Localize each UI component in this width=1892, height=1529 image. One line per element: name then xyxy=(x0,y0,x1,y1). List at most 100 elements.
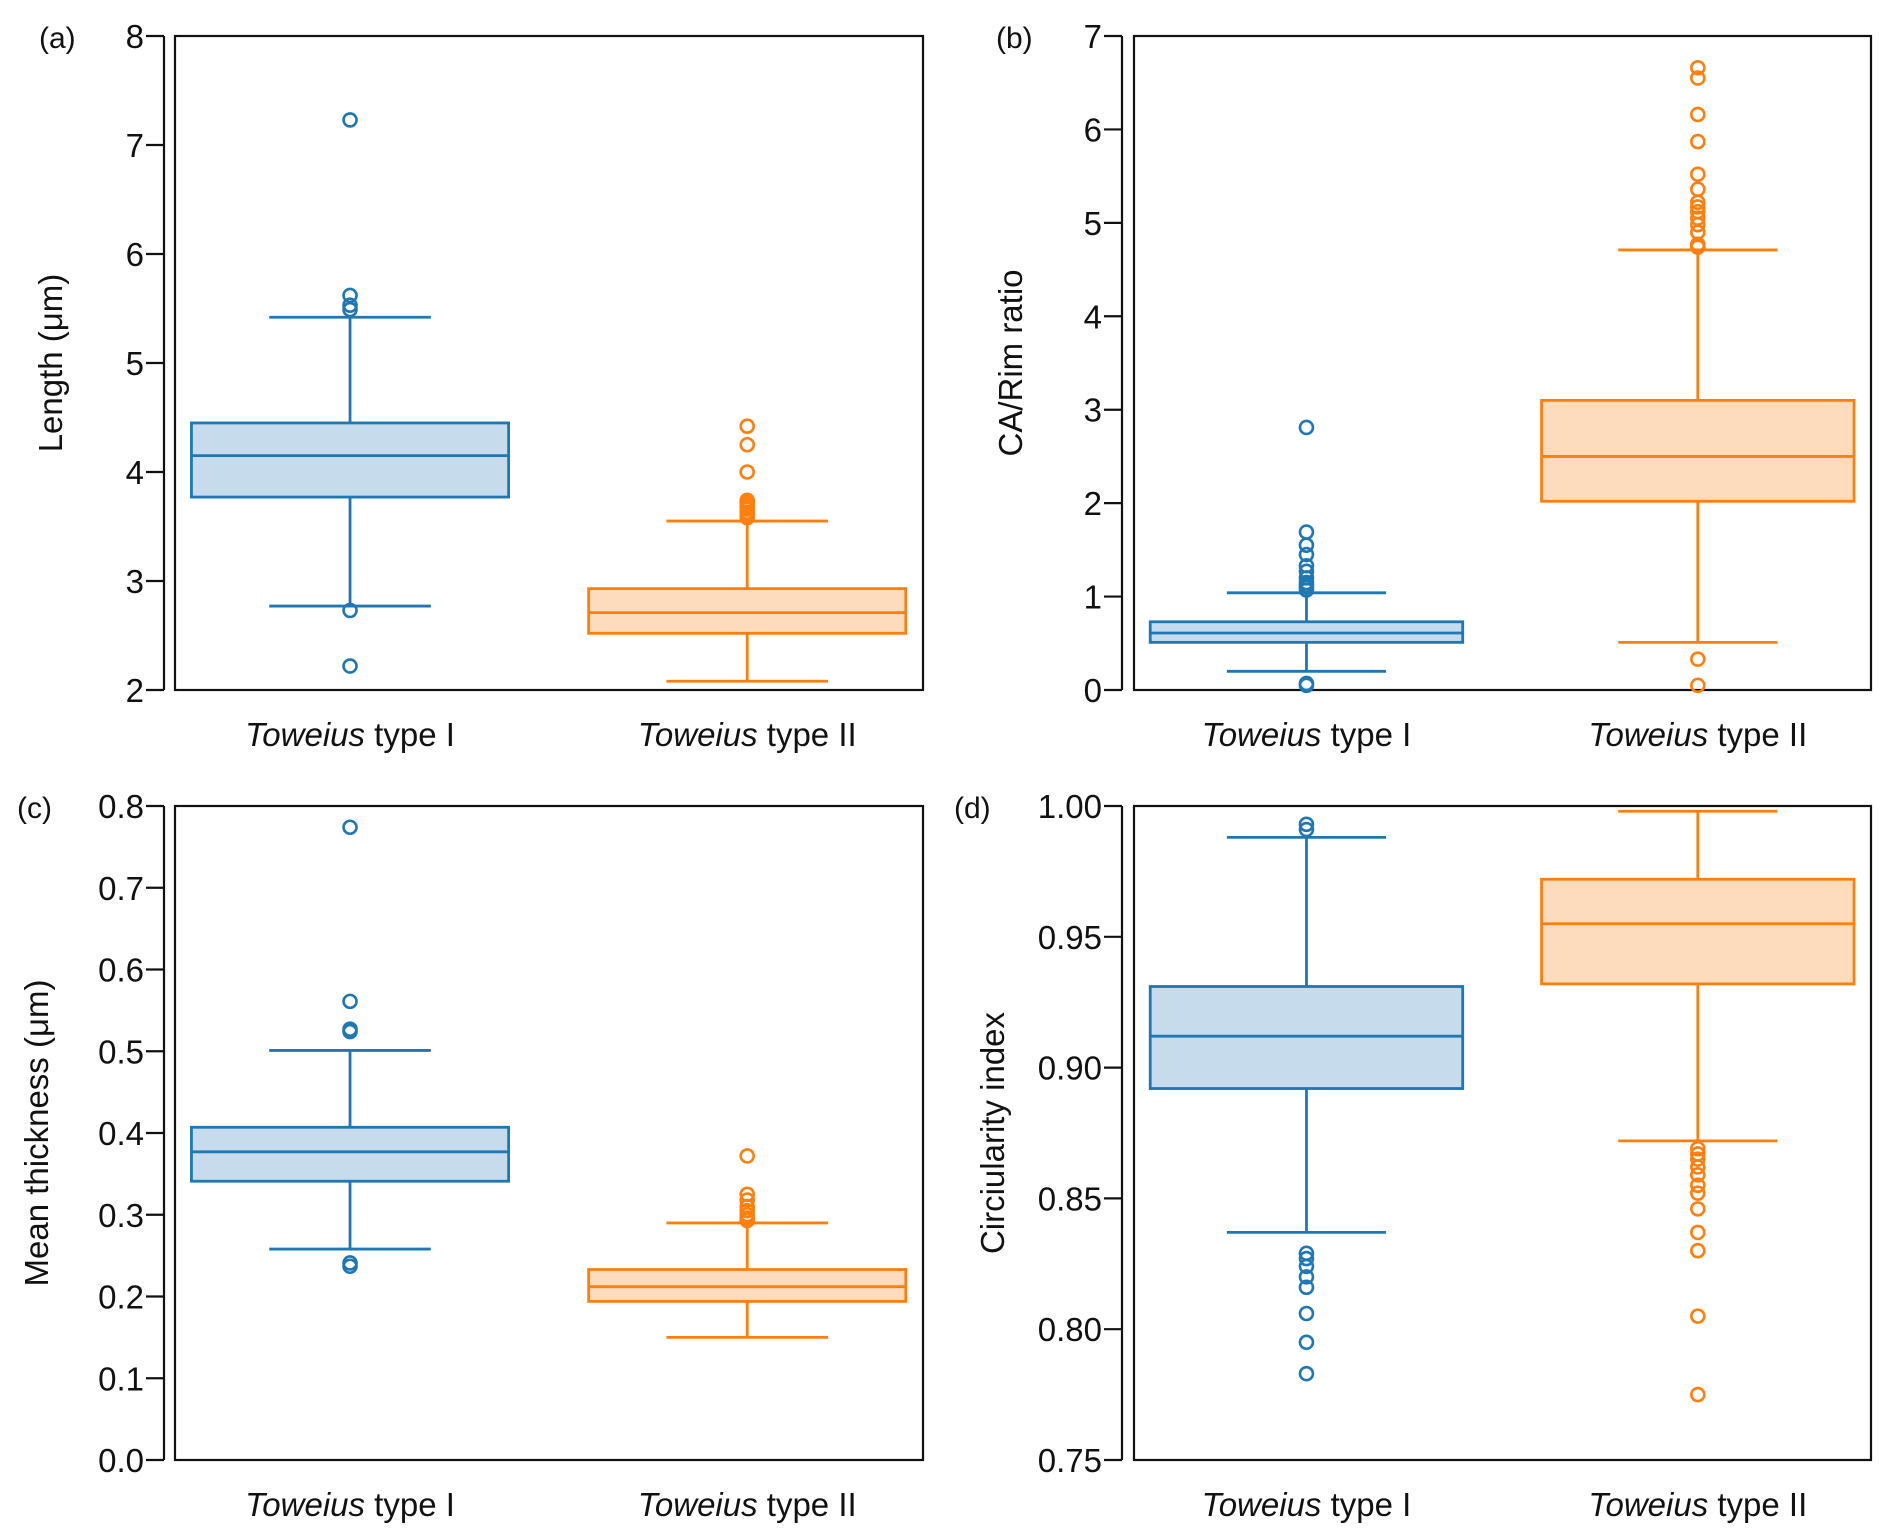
outlier-point xyxy=(1690,239,1706,255)
genus-name: Toweius xyxy=(1202,716,1322,753)
y-tick-label: 0.75 xyxy=(1038,1442,1102,1479)
y-axis-title: Length (μm) xyxy=(32,274,69,453)
iqr-box xyxy=(190,421,511,499)
outlier-point xyxy=(739,1212,756,1229)
outlier-point xyxy=(1690,651,1706,667)
outlier-point xyxy=(1298,582,1315,598)
outlier-point xyxy=(342,819,358,836)
y-tick-label: 0.3 xyxy=(98,1197,144,1234)
outlier-point xyxy=(1690,1151,1706,1167)
outlier-point xyxy=(1298,821,1315,838)
outlier-point xyxy=(342,658,358,674)
y-tick-label: 0.95 xyxy=(1038,919,1102,956)
outlier-point xyxy=(1298,677,1315,694)
outlier-point xyxy=(1690,1185,1706,1201)
y-tick-label: 8 xyxy=(126,18,144,55)
panel-d: 0.75 0.80 0.85 0.90 0.95 1.00 (d) Circiularity … xyxy=(954,788,1873,1523)
plot-frame xyxy=(173,34,925,692)
y-axis-title: Circiularity index xyxy=(974,1011,1011,1254)
type-name: type II xyxy=(1708,1486,1807,1523)
y-tick-label: 5 xyxy=(126,345,144,382)
y-tick-label: 1.00 xyxy=(1038,788,1102,825)
genus-name: Toweius xyxy=(1588,716,1708,753)
genus-name: Toweius xyxy=(245,1486,365,1523)
type-name: type I xyxy=(1321,1486,1411,1523)
y-tick-label: 0.8 xyxy=(98,788,144,825)
genus-name: Toweius xyxy=(638,1486,758,1523)
y-tick-label: 0.5 xyxy=(98,1033,144,1070)
outlier-point xyxy=(342,602,358,619)
outlier-point xyxy=(1690,166,1706,183)
outlier-point xyxy=(1690,59,1706,76)
y-axis-title: CA/Rim ratio xyxy=(992,269,1029,456)
outlier-point xyxy=(1298,1258,1315,1275)
box-series-type-I xyxy=(190,819,511,1275)
plot-frame xyxy=(1132,804,1873,1462)
box-series-type-II xyxy=(587,1148,908,1339)
y-tick-label: 5 xyxy=(1084,205,1102,242)
outlier-point xyxy=(1690,1201,1706,1217)
outlier-point xyxy=(1690,1167,1706,1183)
outlier-point xyxy=(1298,816,1315,833)
type-name: type II xyxy=(758,716,857,753)
box-series-type-I xyxy=(1148,816,1465,1382)
outlier-point xyxy=(342,1023,358,1040)
outlier-point xyxy=(1690,1140,1706,1157)
panel-label: (d) xyxy=(954,792,991,825)
panel-c: 0.0 0.1 0.2 0.3 0.4 0.5 0.6 0.7 0.8 (c) Mean thick… xyxy=(17,788,925,1523)
outlier-point xyxy=(1298,419,1315,436)
y-tick-label: 0.0 xyxy=(98,1442,144,1479)
outlier-point xyxy=(1690,677,1706,694)
outlier-point xyxy=(1298,1365,1315,1382)
genus-name: Toweius xyxy=(245,716,365,753)
outlier-point xyxy=(739,1192,756,1208)
outlier-point xyxy=(1690,1224,1706,1241)
type-name: type I xyxy=(1321,716,1411,753)
x-category-label: Toweius type II xyxy=(1588,1486,1807,1523)
plot-frame xyxy=(1132,34,1873,692)
panel-label: (a) xyxy=(39,22,76,55)
x-category-label: Toweius type I xyxy=(245,1486,455,1523)
y-tick-label: 6 xyxy=(1084,111,1102,148)
outlier-point xyxy=(1298,1269,1315,1285)
y-tick-label: 0.6 xyxy=(98,952,144,989)
y-tick-label: 6 xyxy=(126,236,144,273)
y-tick-label: 3 xyxy=(1084,392,1102,429)
outlier-point xyxy=(1690,1242,1706,1259)
iqr-box xyxy=(1540,877,1856,986)
outlier-point xyxy=(739,464,756,480)
y-tick-label: 3 xyxy=(126,563,144,600)
outlier-point xyxy=(739,436,756,453)
outlier-point xyxy=(1690,181,1706,198)
outlier-point xyxy=(1298,1279,1315,1296)
type-name: type I xyxy=(365,1486,455,1523)
panel-label: (b) xyxy=(996,22,1033,55)
outlier-point xyxy=(1298,546,1315,563)
outlier-point xyxy=(342,112,358,128)
outlier-point xyxy=(1298,537,1315,553)
box-series-type-II xyxy=(587,418,908,683)
y-tick-label: 7 xyxy=(1084,18,1102,55)
outlier-point xyxy=(1298,1250,1315,1267)
outlier-point xyxy=(1298,1305,1315,1322)
genus-name: Toweius xyxy=(1202,1486,1322,1523)
y-tick-label: 0.90 xyxy=(1038,1050,1102,1087)
y-tick-label: 0.2 xyxy=(98,1279,144,1316)
outlier-point xyxy=(1690,216,1706,233)
outlier-point xyxy=(342,301,358,318)
outlier-point xyxy=(1690,133,1706,150)
plot-frame xyxy=(173,804,925,1462)
x-category-label: Toweius type I xyxy=(1202,716,1412,753)
outlier-point xyxy=(1690,1308,1706,1324)
outlier-point xyxy=(1690,194,1706,211)
outlier-point xyxy=(1690,199,1706,215)
x-category-label: Toweius type I xyxy=(245,716,455,753)
y-tick-label: 0.4 xyxy=(98,1115,144,1152)
outlier-point xyxy=(1298,1334,1315,1351)
outlier-point xyxy=(739,509,756,526)
box-series-type-I xyxy=(190,112,511,674)
box-series-type-II xyxy=(1540,59,1856,694)
y-tick-label: 2 xyxy=(126,672,144,709)
genus-name: Toweius xyxy=(638,716,758,753)
